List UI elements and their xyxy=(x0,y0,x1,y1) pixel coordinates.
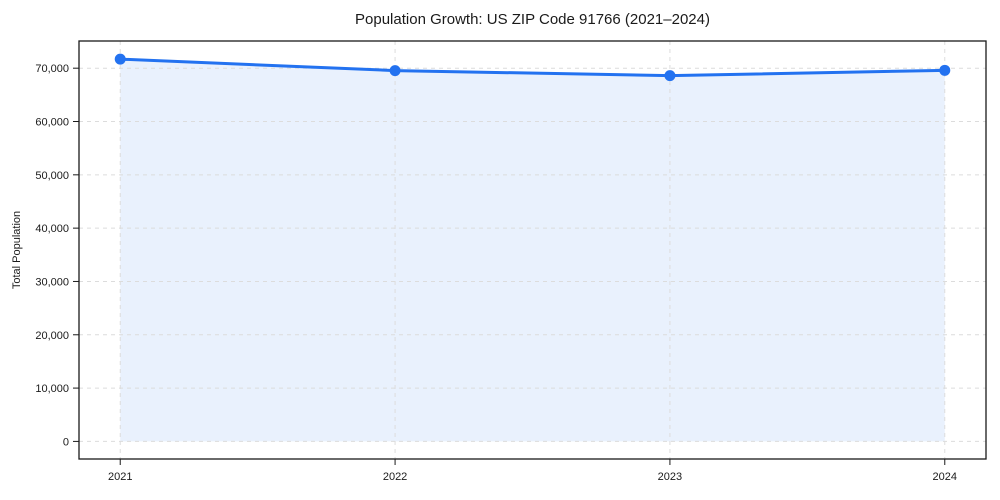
x-tick-label-2022: 2022 xyxy=(383,471,407,483)
area-fill xyxy=(120,59,945,442)
chart-title: Population Growth: US ZIP Code 91766 (20… xyxy=(355,11,710,28)
data-point-2024 xyxy=(939,64,951,76)
y-tick-label-70000: 70,000 xyxy=(35,63,69,75)
y-tick-label-30000: 30,000 xyxy=(35,276,69,288)
data-point-2022 xyxy=(389,65,401,77)
x-tick-label-2023: 2023 xyxy=(658,471,682,483)
y-tick-label-50000: 50,000 xyxy=(35,170,69,182)
data-point-2023 xyxy=(664,70,676,82)
plot-border xyxy=(78,40,987,460)
y-tick-label-60000: 60,000 xyxy=(35,117,69,129)
x-tick-label-2024: 2024 xyxy=(933,471,957,483)
y-tick-label-0: 0 xyxy=(63,436,69,448)
x-tick-label-2021: 2021 xyxy=(108,471,132,483)
data-point-2021 xyxy=(114,53,126,65)
series-line-total-population xyxy=(118,57,947,78)
y-tick-label-10000: 10,000 xyxy=(35,383,69,395)
y-tick-label-20000: 20,000 xyxy=(35,330,69,342)
y-tick-label-40000: 40,000 xyxy=(35,223,69,235)
